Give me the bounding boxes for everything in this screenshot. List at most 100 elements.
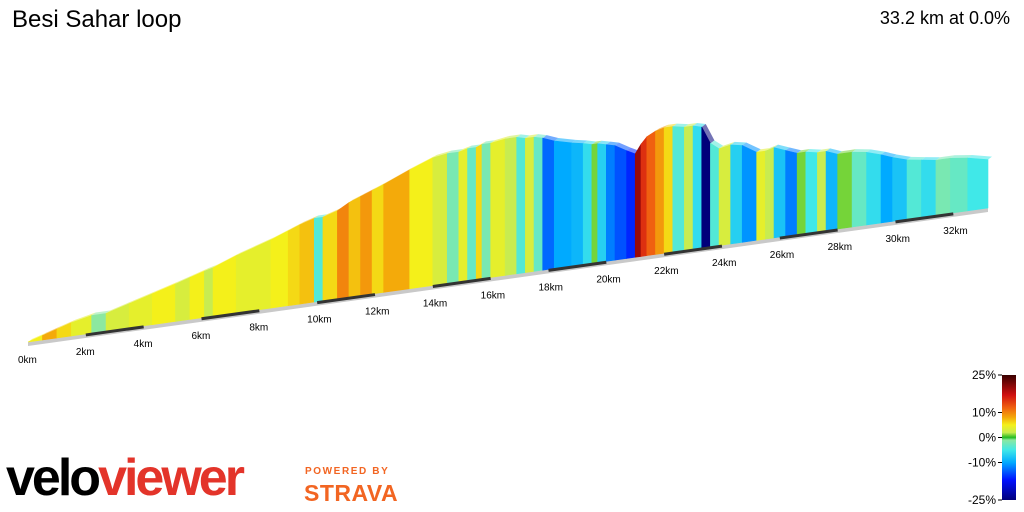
distance-axis: 0km 2km 4km 6km 8km 10km 12km 14km 16km 18km 20km 2… xyxy=(18,212,968,366)
profile-segment-13 xyxy=(270,230,289,309)
tick-label-8: 8km xyxy=(249,323,268,334)
profile-segment-43 xyxy=(626,150,636,259)
profile-segment-top-63 xyxy=(817,148,831,153)
profile-segment-8 xyxy=(175,277,191,322)
profile-segment-39 xyxy=(591,143,598,264)
profile-segment-6 xyxy=(128,293,153,329)
profile-segment-27 xyxy=(467,147,477,281)
profile-segment-top-64 xyxy=(826,148,842,155)
profile-segment-18 xyxy=(337,202,350,300)
profile-segment-56 xyxy=(741,145,757,243)
profile-segment-top-31 xyxy=(505,134,521,140)
profile-segment-top-54 xyxy=(719,141,735,149)
profile-segment-34 xyxy=(533,136,543,272)
profile-segment-21 xyxy=(371,184,384,295)
axis-bar-22 xyxy=(663,244,723,256)
profile-segment-30 xyxy=(490,138,506,278)
strava-logo: STRAVA xyxy=(304,480,399,506)
profile-segment-top-26 xyxy=(458,145,472,153)
axis-bar-14 xyxy=(432,276,491,288)
profile-segment-26 xyxy=(458,148,468,283)
profile-segment-top-61 xyxy=(797,149,810,154)
tick-label-28: 28km xyxy=(828,242,852,253)
profile-segment-47 xyxy=(655,127,665,255)
profile-segment-16 xyxy=(313,216,324,303)
profile-segment-top-0 xyxy=(28,332,47,342)
profile-segment-23 xyxy=(409,157,434,290)
profile-segment-top-52 xyxy=(701,123,715,144)
profile-segment-top-60 xyxy=(785,147,802,154)
tick-label-14: 14km xyxy=(423,298,447,309)
profile-segment-top-32 xyxy=(516,134,530,139)
profile-segment-71 xyxy=(921,159,937,218)
profile-segment-top-46 xyxy=(646,128,660,137)
profile-segment-top-10 xyxy=(204,264,218,272)
profile-segment-53 xyxy=(710,142,720,248)
profile-segment-top-29 xyxy=(481,140,495,145)
profile-segment-top-1 xyxy=(42,326,61,336)
profile-segment-top-11 xyxy=(213,252,241,268)
profile-segment-35 xyxy=(542,137,555,271)
tick-label-22: 22km xyxy=(654,266,678,277)
profile-segment-top-47 xyxy=(655,124,669,132)
profile-segment-58 xyxy=(765,147,775,240)
axis-bar-26 xyxy=(779,228,838,240)
profile-segment-74 xyxy=(967,157,989,212)
profile-segment-top-39 xyxy=(591,140,602,145)
legend-label-10: 10% xyxy=(972,406,996,420)
profile-segment-top-2 xyxy=(56,319,76,330)
profile-segment-top-58 xyxy=(765,144,779,152)
tick-label-10: 10km xyxy=(307,315,331,326)
tick-label-20: 20km xyxy=(596,274,620,285)
tick-label-0: 0km xyxy=(18,355,37,366)
tick-label-6: 6km xyxy=(191,331,210,342)
profile-segment-49 xyxy=(672,126,685,253)
profile-segment-top-13 xyxy=(270,227,293,240)
profile-segment-36 xyxy=(553,140,572,269)
profile-segment-top-73 xyxy=(950,155,972,159)
profile-segment-top-57 xyxy=(756,148,770,153)
profile-segment-31 xyxy=(504,137,517,276)
tick-label-18: 18km xyxy=(538,282,562,293)
profile-segment-14 xyxy=(287,224,301,307)
tick-label-24: 24km xyxy=(712,258,736,269)
profile-segment-19 xyxy=(348,196,361,298)
tick-label-4: 4km xyxy=(134,339,153,350)
profile-segment-top-15 xyxy=(299,215,319,225)
profile-segment-33 xyxy=(525,136,535,273)
profile-segment-top-27 xyxy=(467,144,481,149)
tick-label-30: 30km xyxy=(885,234,909,245)
profile-segment-42 xyxy=(614,145,627,261)
profile-segment-67 xyxy=(866,151,882,226)
profile-segment-top-22 xyxy=(383,166,414,185)
profile-segment-top-65 xyxy=(837,149,857,155)
legend-label--25: -25% xyxy=(968,493,996,507)
tick-label-12: 12km xyxy=(365,307,389,318)
profile-base xyxy=(28,208,988,346)
profile-segment-32 xyxy=(516,137,526,275)
profile-segment-29 xyxy=(481,142,491,279)
profile-segment-37 xyxy=(571,142,584,267)
profile-segment-top-19 xyxy=(348,193,365,203)
profile-segment-top-33 xyxy=(525,134,539,139)
profile-segment-44 xyxy=(634,143,642,258)
profile-segment-15 xyxy=(299,217,315,305)
profile-segment-62 xyxy=(805,151,818,234)
route-summary: 33.2 km at 0.0% xyxy=(879,8,1010,28)
profile-segment-59 xyxy=(773,147,786,239)
profile-segment-top-28 xyxy=(476,141,486,148)
profile-segment-top-67 xyxy=(866,149,886,155)
profile-segment-top-49 xyxy=(672,123,689,128)
profile-segment-top-25 xyxy=(447,149,463,154)
profile-segment-top-12 xyxy=(236,236,275,256)
profile-segment-top-53 xyxy=(710,140,724,149)
profile-segment-61 xyxy=(796,151,807,235)
legend-label--10: -10% xyxy=(968,456,996,470)
gradient-legend: 25% 10% 0% -10% -25% xyxy=(968,368,1016,507)
base-slab xyxy=(28,208,988,346)
profile-segment-top-42 xyxy=(614,142,631,151)
profile-segment-57 xyxy=(756,150,766,241)
profile-segment-top-7 xyxy=(152,281,180,294)
profile-segment-10 xyxy=(204,267,214,318)
profile-segment-28 xyxy=(475,143,483,280)
